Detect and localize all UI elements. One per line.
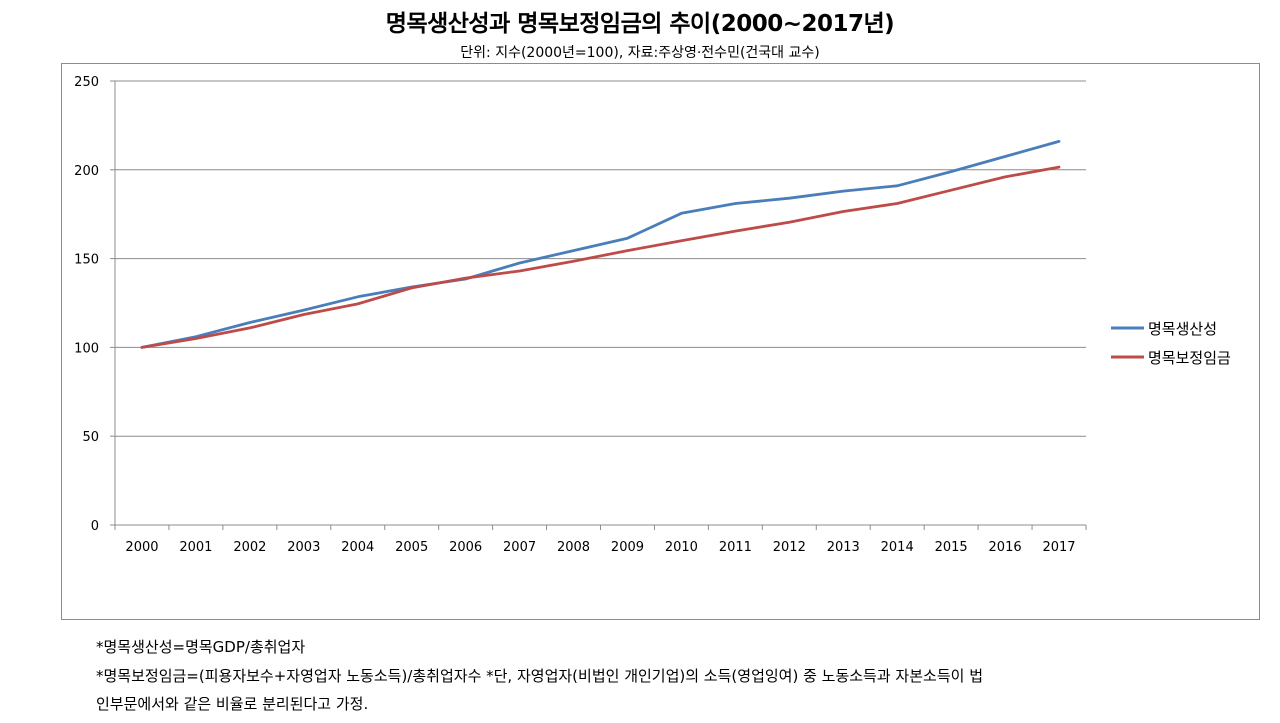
x-tick-label: 2013	[827, 540, 860, 555]
series-lines	[140, 140, 1061, 349]
chart-title: 명목생산성과 명목보정임금의 추이(2000~2017년)	[385, 11, 895, 37]
y-tick-label: 50	[82, 430, 99, 445]
y-tick-label: 250	[74, 75, 99, 90]
footnote-wage: *명목보정임금=(피용자보수+자영업자 노동소득)/총취업자수 *단, 자영업자…	[96, 667, 983, 685]
x-tick-label: 2003	[287, 540, 320, 555]
footnote-wage-cont: 인부문에서와 같은 비율로 분리된다고 가정.	[96, 695, 369, 713]
chart-subtitle: 단위: 지수(2000년=100), 자료:주상영·전수민(건국대 교수)	[460, 45, 820, 61]
x-tick-label: 2012	[773, 540, 806, 555]
x-tick-label: 2001	[179, 540, 212, 555]
legend-label-1: 명목보정임금	[1148, 349, 1231, 367]
x-tick-label: 2014	[881, 540, 914, 555]
x-tick-label: 2007	[503, 540, 536, 555]
x-tick-label: 2006	[449, 540, 482, 555]
x-tick-label: 2009	[611, 540, 644, 555]
y-tick-label: 100	[74, 341, 99, 356]
line-chart: 0 50 100 150 200 250 2000 2001 2002 2003 2004 2005 2…	[74, 75, 1231, 555]
footnote-productivity: *명목생산성=명목GDP/총취업자	[96, 638, 306, 656]
legend-label-0: 명목생산성	[1148, 320, 1217, 338]
x-tick-label: 2016	[989, 540, 1022, 555]
chart-area: 0 50 100 150 200 250 2000 2001 2002 2003 2004 2005 2…	[61, 63, 1260, 620]
x-tick-label: 2010	[665, 540, 698, 555]
x-tick-label: 2017	[1042, 540, 1075, 555]
series-line-1	[140, 165, 1061, 349]
x-tick-label: 2000	[125, 540, 158, 555]
y-tick-label: 200	[74, 164, 99, 179]
gridlines	[115, 80, 1086, 437]
series-line-0	[140, 140, 1061, 349]
x-tick-label: 2004	[341, 540, 374, 555]
x-tick-label: 2005	[395, 540, 428, 555]
x-tick-label: 2002	[233, 540, 266, 555]
y-tick-label: 150	[74, 253, 99, 268]
y-tick-label: 0	[91, 519, 99, 534]
axes: 0 50 100 150 200 250 2000 2001 2002 2003 2004 2005 2…	[74, 75, 1087, 555]
x-tick-label: 2011	[719, 540, 752, 555]
x-tick-label: 2015	[935, 540, 968, 555]
x-tick-label: 2008	[557, 540, 590, 555]
